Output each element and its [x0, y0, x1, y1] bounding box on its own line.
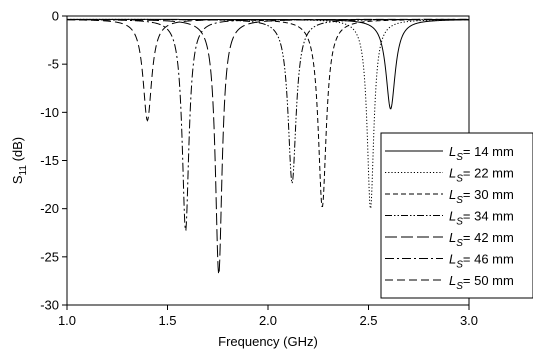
- y-tick-label: -25: [40, 249, 59, 264]
- x-tick-label: 1.0: [58, 313, 76, 328]
- y-axis-title-main: S: [10, 175, 25, 184]
- y-tick-label: -15: [40, 153, 59, 168]
- y-tick-label: -30: [40, 298, 59, 313]
- legend-label-7: LS= 50 mm: [449, 273, 514, 292]
- x-tick-label: 1.5: [158, 313, 176, 328]
- legend-label-5: LS= 42 mm: [449, 230, 514, 249]
- legend-label-4: LS= 34 mm: [449, 209, 514, 228]
- series-line-7: [67, 18, 469, 122]
- legend-label-3: LS= 30 mm: [449, 187, 514, 206]
- x-tick-label: 2.5: [359, 313, 377, 328]
- series-curves: [67, 18, 469, 275]
- legend-label-2: LS= 22 mm: [449, 166, 514, 185]
- y-tick-label: -20: [40, 201, 59, 216]
- y-axis-title-sub: 11: [18, 165, 29, 176]
- y-tick-label: -10: [40, 105, 59, 120]
- y-axis-title-suffix: (dB): [10, 137, 25, 165]
- x-tick-label: 3.0: [460, 313, 478, 328]
- legend-label-1: LS= 14 mm: [449, 144, 514, 163]
- y-tick-label: -5: [47, 57, 59, 72]
- y-axis-title: S11 (dB): [10, 137, 29, 184]
- legend-label-6: LS= 46 mm: [449, 252, 514, 271]
- x-axis-title: Frequency (GHz): [218, 334, 318, 349]
- y-tick-label: 0: [52, 9, 59, 24]
- x-tick-label: 2.0: [259, 313, 277, 328]
- series-line-1: [67, 18, 469, 110]
